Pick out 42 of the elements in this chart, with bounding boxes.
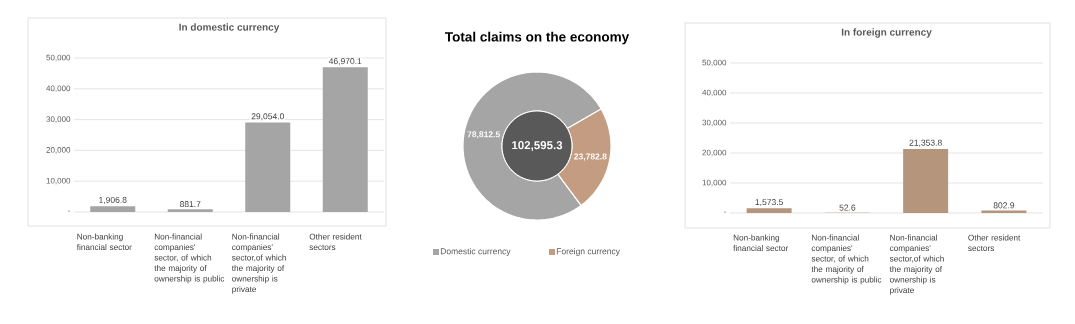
y-tick-label: 30,000 [46, 116, 71, 123]
y-tick-label: 10,000 [46, 177, 71, 185]
y-tick-label: 20,000 [46, 147, 71, 154]
chart-title: In foreign currency [841, 28, 932, 38]
y-tick-label: 50,000 [702, 59, 727, 67]
data-label: 881.7 [179, 201, 201, 208]
y-tick-label: 50,000 [46, 54, 71, 62]
data-label: 21,353.8 [909, 139, 942, 147]
x-tick-label: Non-financial companies' sector, of which the majority of ownership is public [811, 234, 882, 285]
x-tick-label: Non-banking financial sector [733, 234, 789, 252]
data-label: 802.9 [993, 202, 1015, 209]
bar [245, 122, 291, 212]
legend-label: Foreign currency [556, 248, 620, 256]
data-label: 78,812.5 [467, 131, 500, 139]
chart-title: Total claims on the economy [445, 31, 630, 45]
y-tick-label: 40,000 [702, 89, 727, 97]
data-label: 23,782.8 [574, 153, 607, 161]
bar [90, 206, 136, 212]
text: 102,595.3 [512, 141, 563, 151]
y-tick-label: 30,000 [702, 119, 727, 127]
x-tick-label: Non-financial companies' sector, of which the majority of ownership is public [154, 233, 225, 284]
x-tick-label: Non-financial companies' sector,of which the majority of ownership is private [231, 233, 286, 294]
y-tick-label: 10,000 [702, 179, 727, 187]
data-label: 1,573.5 [755, 199, 783, 207]
bar [167, 209, 213, 212]
x-tick-label: Other resident sectors [968, 234, 1021, 252]
x-tick-label: Non-financial companies' sector,of which the majority of ownership is private [889, 234, 944, 295]
bar [322, 67, 368, 212]
chart-title: In domestic currency [179, 23, 280, 33]
x-tick-label: Non-banking financial sector [76, 233, 132, 251]
y-tick-label: - [724, 211, 727, 213]
data-label: 46,970.1 [328, 58, 362, 66]
data-label: 29,054.0 [251, 113, 284, 121]
x-tick-label: Other resident sectors [309, 233, 362, 251]
y-tick-label: - [68, 210, 71, 212]
y-tick-label: 20,000 [702, 149, 727, 157]
data-label: 1,906.8 [99, 196, 127, 204]
y-tick-label: 40,000 [46, 85, 71, 93]
bar [903, 148, 949, 213]
legend-label: Domestic currency [440, 248, 511, 256]
bar [746, 208, 792, 213]
data-label: 52.6 [839, 204, 856, 211]
